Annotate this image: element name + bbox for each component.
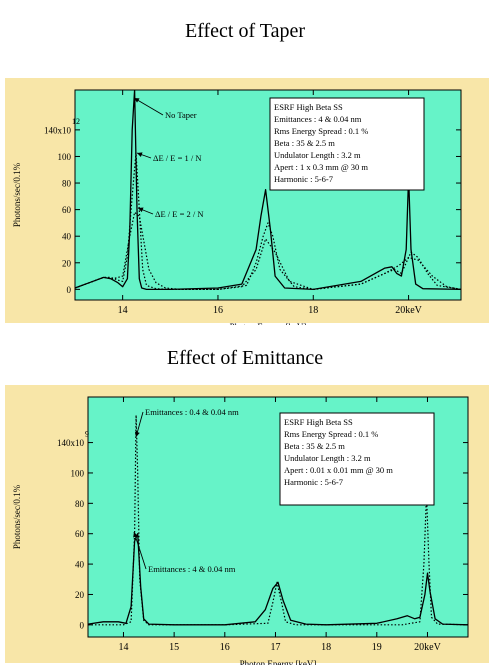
- y-tick-label: 20: [75, 590, 85, 600]
- info-box-line: Rms Energy Spread : 0.1 %: [284, 429, 378, 439]
- chart-1-x-axis: 14 16 18 20keV: [118, 90, 423, 316]
- annotation-label: ΔE / E = 1 / N: [153, 153, 202, 163]
- series-line-1: [75, 90, 461, 291]
- info-box-line: Emittances : 4 & 0.04 nm: [274, 114, 362, 124]
- y-tick-label: 20: [62, 258, 72, 268]
- chart-2: 14 15 16 17 18 19 20keV 0 20 40 60 80 100 140x10 9 Phot…: [0, 385, 490, 670]
- x-tick-label: 19: [372, 642, 382, 653]
- x-tick-label: 17: [270, 642, 280, 653]
- chart-1-xlabel: Photon Energy [keV]: [230, 322, 307, 325]
- y-exponent: 12: [72, 117, 80, 126]
- y-tick-label: 0: [67, 285, 72, 295]
- x-tick-label: 16: [220, 642, 230, 653]
- series-line-1: [88, 533, 468, 626]
- x-tick-label: 18: [308, 305, 318, 316]
- chart-2-ylabel: Photons/sec/0.1%: [12, 484, 22, 549]
- y-tick-label: 60: [62, 205, 72, 215]
- info-box-frame: [279, 412, 435, 506]
- annotation-label: No Taper: [165, 110, 197, 120]
- annotation-1: Emittances : 0.4 & 0.04 nm: [134, 407, 239, 438]
- chart-1-series-group: [75, 90, 461, 291]
- chart-2-info-box: ESRF High Beta SS Rms Energy Spread : 0.1…: [279, 412, 435, 506]
- x-tick-label: 15: [169, 642, 179, 653]
- chart-1-info-box: ESRF High Beta SS Emittances : 4 & 0.04 n…: [269, 97, 425, 191]
- y-tick-label: 140x10: [57, 438, 85, 448]
- annotation-arrowhead: [134, 98, 140, 103]
- info-box-line: ESRF High Beta SS: [274, 102, 343, 112]
- annotation-arrow: [133, 531, 147, 570]
- series-line-2: [88, 414, 468, 626]
- y-tick-label: 100: [71, 468, 85, 478]
- y-tick-label: 80: [75, 499, 85, 509]
- annotation-3: ΔE / E = 2 / N: [137, 207, 204, 219]
- series-line-2: [75, 151, 461, 290]
- chart-2-series-group: [88, 414, 468, 626]
- info-box-line: Beta : 35 & 2.5 m: [284, 441, 345, 451]
- chart-2-title: Effect of Emittance: [166, 347, 324, 369]
- annotation-arrow: [133, 97, 164, 116]
- chart-1-title: Effect of Taper: [184, 20, 306, 42]
- x-tick-label: 14: [118, 642, 128, 653]
- info-box-line: Beta : 35 & 2.5 m: [274, 138, 335, 148]
- series-line-3: [75, 211, 461, 290]
- annotation-1: No Taper: [133, 97, 197, 120]
- annotation-arrowhead: [134, 431, 140, 437]
- annotation-label: Emittances : 0.4 & 0.04 nm: [145, 407, 239, 417]
- info-box-line: Undulator Length : 3.2 m: [274, 150, 361, 160]
- info-box-line: Harmonic : 5-6-7: [284, 477, 343, 487]
- chart-2-x-axis: 14 15 16 17 18 19 20keV: [118, 397, 442, 653]
- annotation-label: ΔE / E = 2 / N: [155, 209, 204, 219]
- info-box-line: Rms Energy Spread : 0.1 %: [274, 126, 368, 136]
- annotation-arrowhead: [137, 152, 143, 158]
- annotation-label: Emittances : 4 & 0.04 nm: [148, 564, 236, 574]
- info-box-line: Apert : 0.01 x 0.01 mm @ 30 m: [284, 465, 393, 475]
- annotation-arrowhead: [133, 532, 138, 538]
- info-box-line: Harmonic : 5-6-7: [274, 174, 333, 184]
- x-tick-label: 20keV: [414, 642, 441, 653]
- y-tick-label: 100: [58, 152, 72, 162]
- annotation-2: ΔE / E = 1 / N: [136, 152, 202, 163]
- x-tick-label: 16: [213, 305, 223, 316]
- info-box-frame: [269, 97, 425, 191]
- y-tick-label: 80: [62, 179, 72, 189]
- y-tick-label: 40: [62, 232, 72, 242]
- y-exponent: 9: [85, 430, 89, 439]
- y-tick-label: 40: [75, 560, 85, 570]
- chart-1-ylabel: Photons/sec/0.1%: [12, 162, 22, 227]
- info-box-line: Undulator Length : 3.2 m: [284, 453, 371, 463]
- y-tick-label: 0: [80, 620, 85, 630]
- info-box-line: ESRF High Beta SS: [284, 417, 353, 427]
- chart-2-xlabel: Photon Energy [keV]: [240, 659, 317, 665]
- annotation-2: Emittances : 4 & 0.04 nm: [133, 531, 236, 574]
- y-tick-label: 140x10: [44, 125, 72, 135]
- x-tick-label: 14: [118, 305, 128, 316]
- y-tick-label: 60: [75, 529, 85, 539]
- x-tick-label: 20keV: [395, 305, 422, 316]
- info-box-line: Apert : 1 x 0.3 mm @ 30 m: [274, 162, 368, 172]
- x-tick-label: 18: [321, 642, 331, 653]
- annotation-arrowhead: [138, 207, 144, 213]
